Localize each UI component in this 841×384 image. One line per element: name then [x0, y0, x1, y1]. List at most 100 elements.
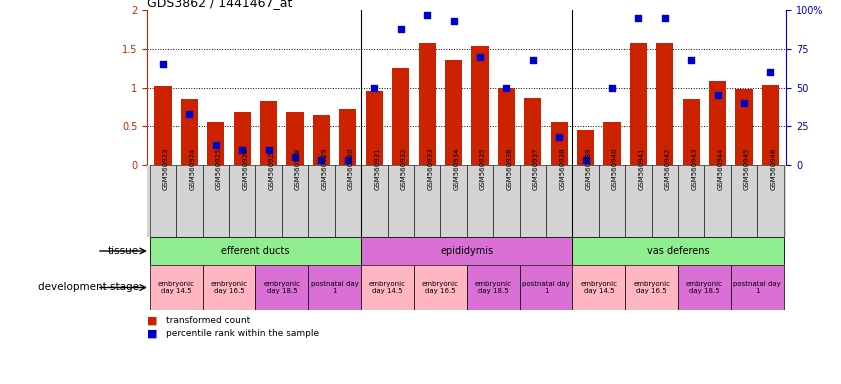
- Text: GSM560942: GSM560942: [665, 147, 671, 190]
- Point: [262, 146, 275, 152]
- Text: GSM560930: GSM560930: [348, 147, 354, 190]
- Bar: [678, 265, 731, 310]
- Text: GSM560934: GSM560934: [453, 147, 459, 190]
- Text: postnatal day
1: postnatal day 1: [522, 281, 570, 294]
- Text: vas deferens: vas deferens: [647, 246, 709, 256]
- Point: [473, 53, 487, 60]
- Bar: [757, 165, 784, 237]
- Bar: [656, 43, 674, 165]
- Bar: [361, 237, 573, 265]
- Text: GSM560941: GSM560941: [638, 147, 644, 190]
- Bar: [361, 165, 388, 237]
- Text: GSM560931: GSM560931: [374, 147, 380, 190]
- Bar: [524, 98, 542, 165]
- Bar: [177, 165, 203, 237]
- Bar: [520, 265, 573, 310]
- Bar: [207, 122, 225, 165]
- Bar: [731, 165, 757, 237]
- Bar: [150, 237, 361, 265]
- Point: [685, 56, 698, 63]
- Bar: [445, 60, 463, 165]
- Bar: [234, 112, 251, 165]
- Point: [420, 12, 434, 18]
- Bar: [309, 165, 335, 237]
- Bar: [150, 165, 177, 237]
- Text: embryonic
day 14.5: embryonic day 14.5: [369, 281, 406, 294]
- Point: [235, 146, 249, 152]
- Bar: [282, 165, 309, 237]
- Bar: [762, 85, 779, 165]
- Text: GSM560943: GSM560943: [691, 147, 697, 190]
- Text: GSM560924: GSM560924: [189, 147, 195, 190]
- Bar: [203, 165, 229, 237]
- Text: ■: ■: [147, 329, 157, 339]
- Bar: [414, 265, 467, 310]
- Text: embryonic
day 16.5: embryonic day 16.5: [633, 281, 670, 294]
- Bar: [736, 89, 753, 165]
- Bar: [546, 165, 573, 237]
- Text: ■: ■: [147, 316, 157, 326]
- Bar: [573, 265, 625, 310]
- Text: GSM560945: GSM560945: [744, 147, 750, 190]
- Point: [764, 69, 777, 75]
- Bar: [467, 265, 520, 310]
- Bar: [604, 122, 621, 165]
- Bar: [683, 99, 700, 165]
- Bar: [678, 165, 705, 237]
- Bar: [256, 265, 309, 310]
- Bar: [229, 165, 256, 237]
- Bar: [709, 81, 727, 165]
- Point: [288, 154, 302, 161]
- Bar: [155, 86, 172, 165]
- Bar: [260, 101, 278, 165]
- Text: GSM560946: GSM560946: [770, 147, 776, 190]
- Text: GSM560939: GSM560939: [585, 147, 591, 190]
- Text: GSM560926: GSM560926: [242, 147, 248, 190]
- Bar: [705, 165, 731, 237]
- Bar: [625, 265, 678, 310]
- Bar: [471, 46, 489, 165]
- Text: GSM560927: GSM560927: [268, 147, 275, 190]
- Point: [156, 61, 170, 67]
- Text: embryonic
day 18.5: embryonic day 18.5: [686, 281, 723, 294]
- Bar: [388, 165, 414, 237]
- Bar: [414, 165, 441, 237]
- Bar: [577, 130, 595, 165]
- Bar: [573, 237, 784, 265]
- Text: GSM560936: GSM560936: [506, 147, 512, 190]
- Bar: [181, 99, 198, 165]
- Point: [632, 15, 645, 21]
- Text: GSM560940: GSM560940: [612, 147, 618, 190]
- Bar: [630, 43, 647, 165]
- Text: embryonic
day 18.5: embryonic day 18.5: [263, 281, 300, 294]
- Text: postnatal day
1: postnatal day 1: [733, 281, 781, 294]
- Point: [209, 142, 223, 148]
- Point: [738, 100, 751, 106]
- Text: embryonic
day 16.5: embryonic day 16.5: [210, 281, 247, 294]
- Bar: [335, 165, 361, 237]
- Bar: [551, 122, 568, 165]
- Text: GSM560928: GSM560928: [295, 147, 301, 190]
- Text: GSM560932: GSM560932: [400, 147, 407, 190]
- Bar: [309, 265, 361, 310]
- Point: [526, 56, 540, 63]
- Bar: [313, 115, 330, 165]
- Point: [182, 111, 196, 117]
- Bar: [256, 165, 282, 237]
- Text: efferent ducts: efferent ducts: [221, 246, 289, 256]
- Bar: [366, 91, 383, 165]
- Text: embryonic
day 18.5: embryonic day 18.5: [474, 281, 511, 294]
- Point: [711, 92, 724, 98]
- Bar: [203, 265, 256, 310]
- Bar: [625, 165, 652, 237]
- Point: [553, 134, 566, 140]
- Text: epididymis: epididymis: [440, 246, 494, 256]
- Bar: [361, 265, 414, 310]
- Text: percentile rank within the sample: percentile rank within the sample: [166, 329, 319, 339]
- Text: postnatal day
1: postnatal day 1: [311, 281, 358, 294]
- Text: GSM560929: GSM560929: [321, 147, 327, 190]
- Bar: [467, 165, 493, 237]
- Point: [368, 84, 381, 91]
- Text: embryonic
day 16.5: embryonic day 16.5: [422, 281, 459, 294]
- Text: GSM560944: GSM560944: [717, 147, 723, 190]
